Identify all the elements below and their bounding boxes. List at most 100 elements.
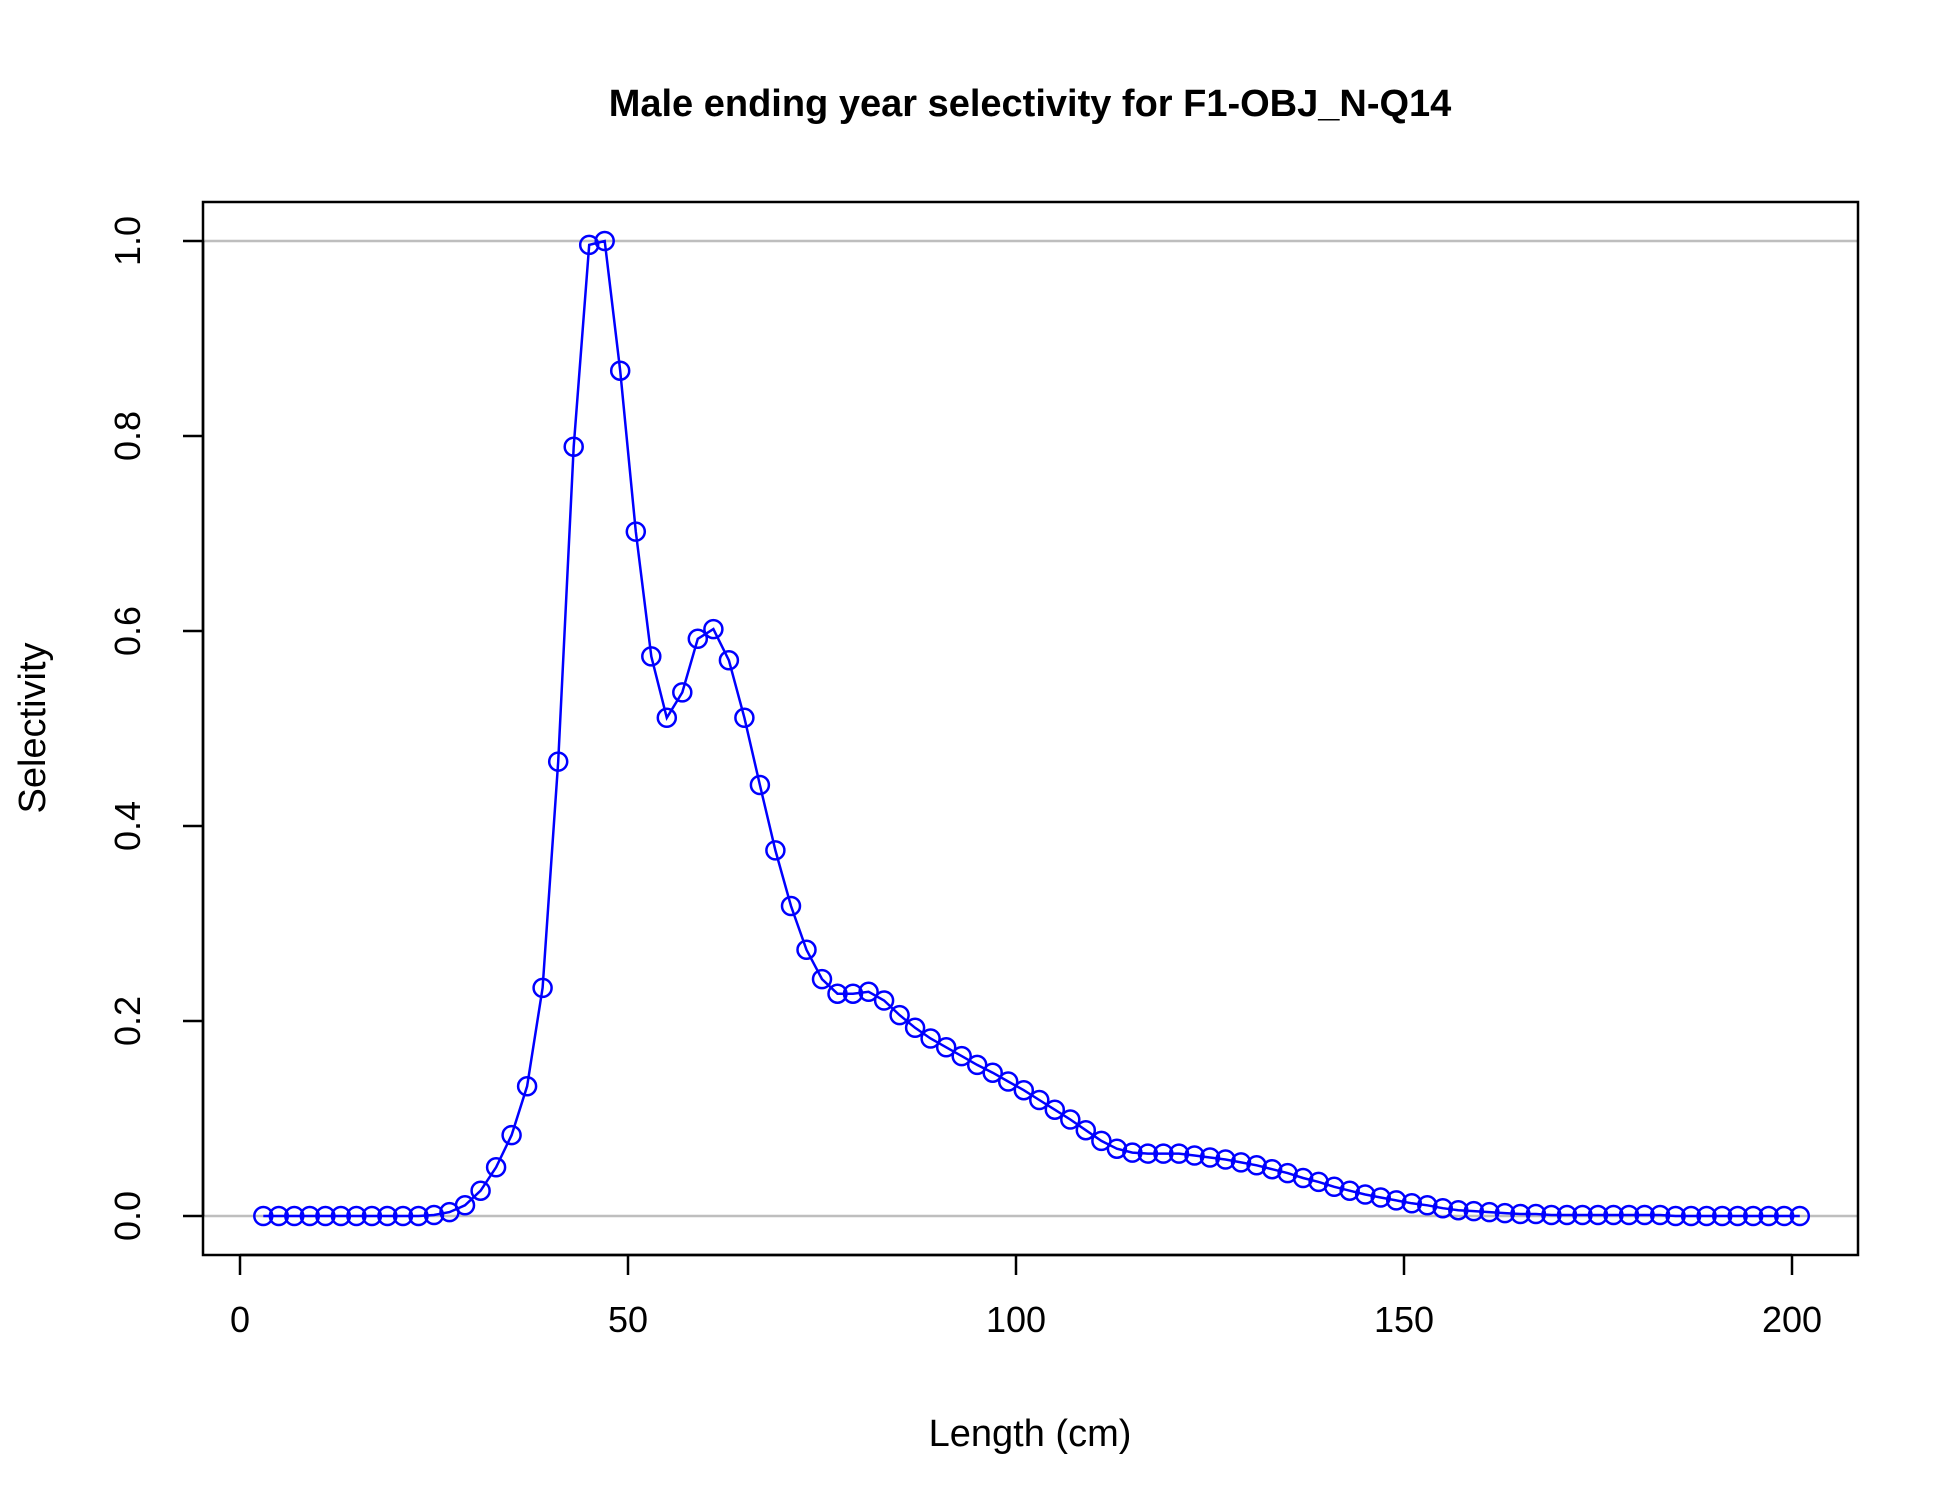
chart-title: Male ending year selectivity for F1-OBJ_…	[609, 83, 1452, 125]
data-point	[361, 1205, 383, 1227]
data-point	[501, 1124, 522, 1146]
data-point	[827, 983, 848, 1004]
data-point	[1758, 1205, 1779, 1227]
data-point	[377, 1205, 398, 1227]
data-point	[1199, 1147, 1221, 1168]
data-point	[1417, 1195, 1438, 1216]
data-point	[796, 939, 817, 961]
data-point	[1696, 1205, 1717, 1227]
data-point	[1789, 1205, 1811, 1227]
data-point	[315, 1205, 336, 1227]
data-point	[1339, 1180, 1360, 1201]
data-point	[1215, 1149, 1236, 1170]
data-point	[1401, 1193, 1423, 1214]
data-point	[904, 1017, 926, 1039]
data-point	[1370, 1187, 1391, 1208]
data-point	[1029, 1089, 1050, 1111]
data-point	[330, 1205, 352, 1227]
data-point	[1106, 1138, 1128, 1159]
data-point	[594, 230, 615, 252]
data-point	[1122, 1142, 1143, 1163]
data-point	[1525, 1203, 1547, 1225]
data-point	[765, 840, 786, 861]
data-point	[1292, 1167, 1314, 1189]
data-point	[780, 895, 802, 917]
data-point	[1463, 1200, 1485, 1222]
data-point	[1541, 1204, 1562, 1226]
data-point	[1354, 1184, 1376, 1205]
data-point	[470, 1180, 491, 1201]
data-point	[1680, 1205, 1702, 1227]
data-point	[1742, 1205, 1764, 1227]
data-point	[1773, 1205, 1795, 1227]
data-point	[873, 990, 895, 1011]
data-point	[734, 707, 755, 729]
data-point	[1665, 1205, 1686, 1227]
data-point	[1013, 1079, 1035, 1101]
x-axis: 0 50 100 150 200	[230, 1253, 1822, 1340]
data-point	[1230, 1152, 1252, 1173]
data-point	[687, 628, 709, 650]
data-point	[284, 1205, 305, 1227]
y-tick-label: 0.4	[107, 801, 148, 851]
data-point	[299, 1205, 321, 1227]
data-point	[346, 1205, 367, 1227]
y-tick-label: 1.0	[107, 216, 148, 266]
data-point	[997, 1071, 1019, 1092]
data-point	[625, 521, 647, 542]
series-group	[253, 230, 1811, 1227]
data-point	[1075, 1119, 1097, 1141]
data-point	[703, 618, 724, 640]
data-point	[641, 646, 662, 667]
data-point	[547, 751, 569, 772]
data-point	[408, 1205, 429, 1227]
data-point	[1649, 1204, 1671, 1226]
data-point	[672, 682, 693, 703]
data-point	[1479, 1201, 1500, 1223]
data-point	[1153, 1143, 1174, 1164]
data-point	[656, 707, 678, 729]
y-tick-label: 0.6	[107, 606, 148, 656]
data-point	[1385, 1190, 1407, 1211]
data-point	[1711, 1205, 1733, 1227]
data-point	[1060, 1109, 1081, 1130]
data-point	[811, 968, 833, 990]
data-point	[718, 650, 740, 671]
data-point	[1432, 1197, 1454, 1219]
data-point	[1168, 1143, 1190, 1164]
data-point	[1727, 1205, 1748, 1227]
data-point	[920, 1028, 941, 1049]
data-point	[842, 983, 864, 1004]
data-point	[982, 1062, 1003, 1083]
x-tick-label: 0	[230, 1299, 250, 1340]
data-point	[423, 1204, 445, 1226]
data-point	[516, 1076, 538, 1097]
data-point	[889, 1004, 910, 1026]
data-point	[454, 1195, 476, 1216]
y-tick-label: 0.2	[107, 996, 148, 1046]
data-point	[935, 1037, 957, 1058]
data-point	[485, 1157, 507, 1178]
data-point	[563, 436, 584, 457]
data-point	[1137, 1143, 1159, 1164]
data-point	[1587, 1204, 1609, 1226]
data-point	[1246, 1155, 1267, 1176]
data-point	[1261, 1158, 1283, 1180]
data-point	[858, 981, 879, 1003]
data-point	[1556, 1204, 1578, 1226]
x-tick-label: 150	[1374, 1299, 1434, 1340]
data-point	[1448, 1199, 1469, 1221]
x-tick-label: 50	[608, 1299, 648, 1340]
data-point	[951, 1045, 972, 1067]
x-tick-label: 100	[986, 1299, 1046, 1340]
data-point	[609, 360, 631, 381]
data-point	[1494, 1202, 1516, 1224]
data-point	[1323, 1176, 1345, 1198]
data-point	[1603, 1204, 1624, 1226]
y-tick-label: 0.8	[107, 411, 148, 461]
data-point	[578, 234, 600, 256]
data-point	[1510, 1203, 1531, 1225]
reference-lines	[203, 239, 1858, 1218]
data-point	[1634, 1204, 1655, 1226]
